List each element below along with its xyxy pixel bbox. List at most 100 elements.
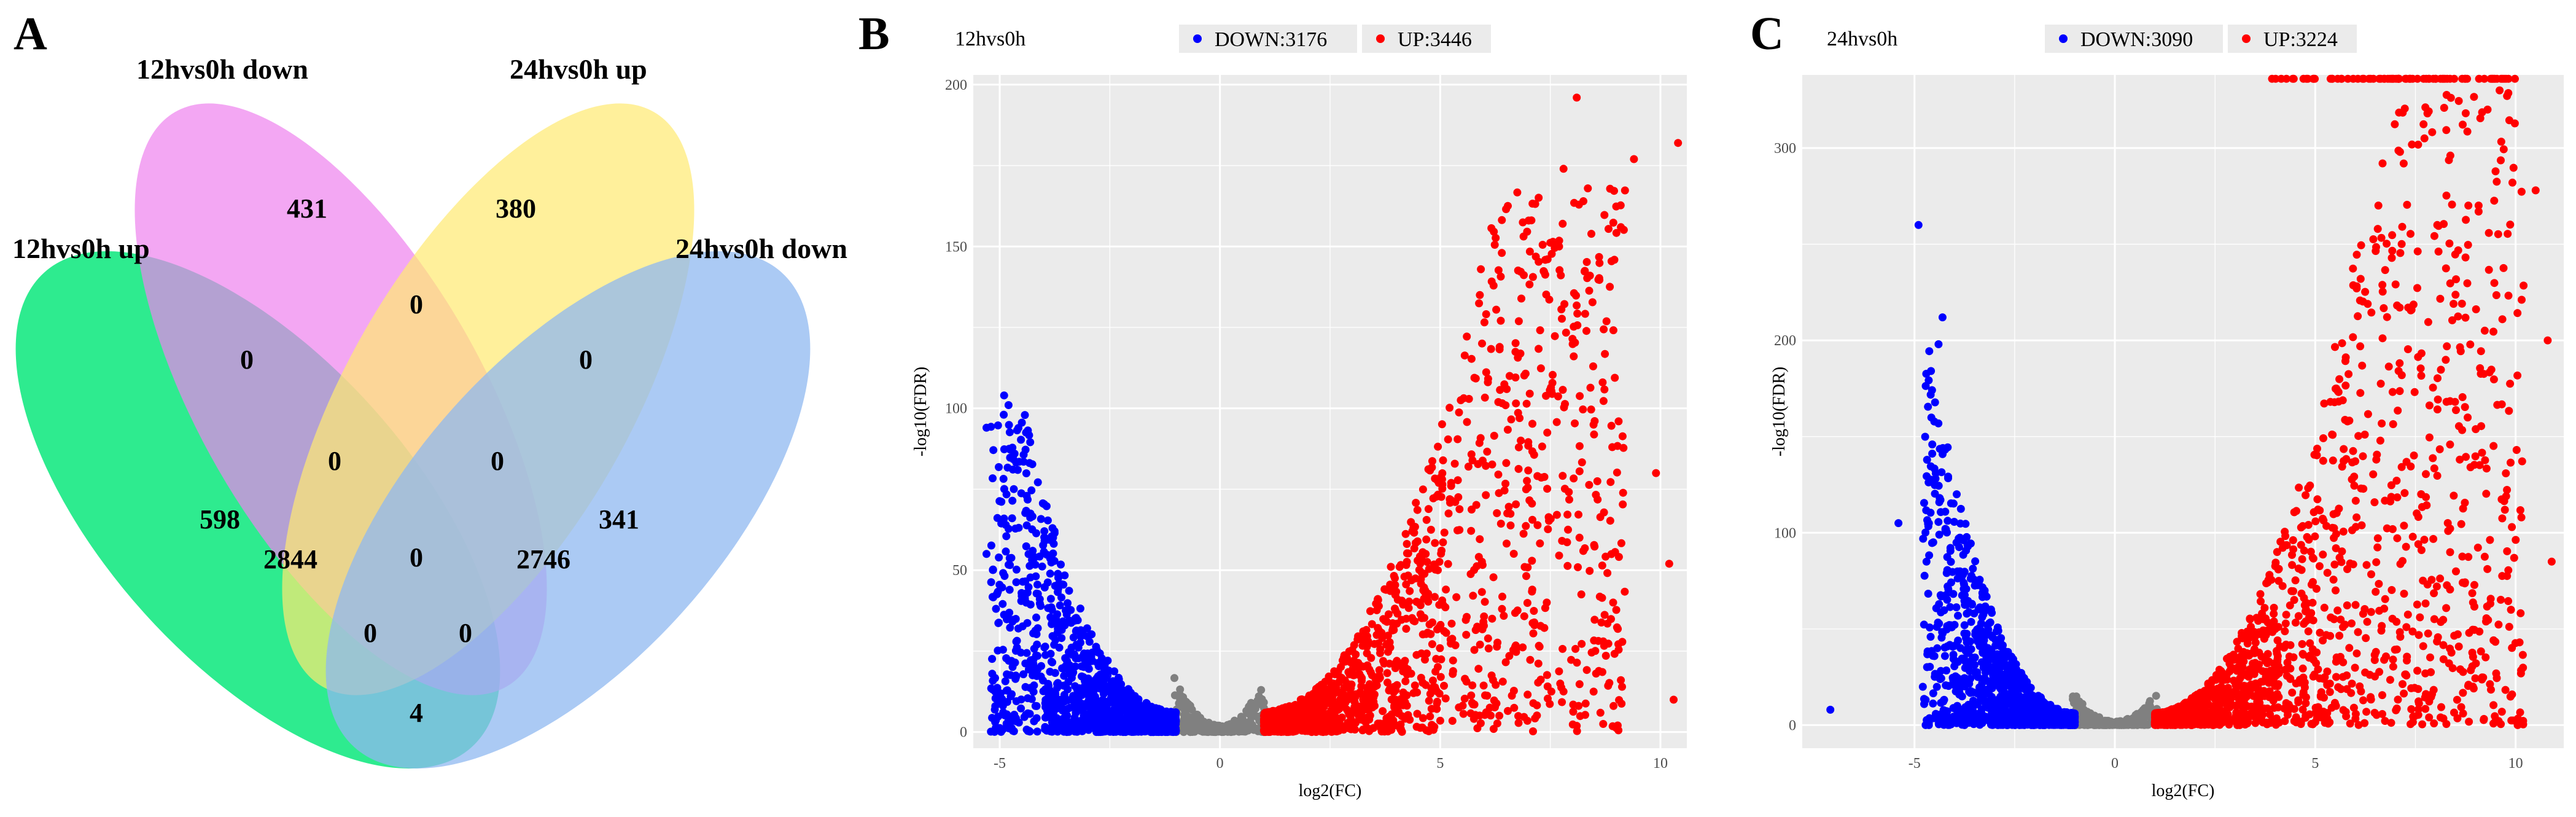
down-point: [1011, 615, 1020, 623]
up-point: [1436, 716, 1444, 725]
up-point: [1480, 612, 1488, 620]
up-point: [1476, 719, 1485, 727]
down-point: [1000, 391, 1008, 400]
up-point: [1601, 350, 1609, 358]
up-point: [2369, 235, 2378, 243]
up-point: [1383, 727, 1392, 736]
up-point: [2436, 574, 2445, 583]
up-point: [1523, 477, 1531, 485]
up-point: [1481, 598, 1489, 606]
down-point: [2037, 711, 2045, 720]
down-point: [1954, 636, 1963, 645]
down-point: [1037, 515, 1045, 523]
up-point: [1374, 596, 1382, 604]
up-point: [1468, 506, 1476, 514]
down-point: [2044, 710, 2053, 718]
down-point: [1151, 725, 1159, 733]
down-point: [1053, 727, 1062, 736]
down-point: [1987, 697, 1996, 705]
up-point: [1470, 646, 1479, 654]
down-point: [1005, 428, 1014, 437]
up-point: [1380, 585, 1389, 593]
up-point: [1593, 477, 1601, 485]
down-point: [1005, 585, 1014, 594]
down-point: [1008, 724, 1016, 733]
down-point: [1115, 673, 1123, 682]
up-point: [1400, 573, 1409, 581]
up-point: [1595, 274, 1603, 283]
down-point: [1977, 639, 1986, 648]
up-point: [2408, 533, 2417, 541]
down-point: [1011, 646, 1020, 655]
up-point: [1600, 611, 1609, 619]
up-point: [1610, 187, 1618, 195]
down-point: [1936, 591, 1945, 600]
down-point: [1969, 565, 1977, 573]
plot-title-12h: 12hvs0h: [955, 28, 1025, 50]
up-point: [1611, 548, 1619, 557]
up-point: [1421, 655, 1429, 664]
legend-up-dot-24h: [2242, 34, 2251, 43]
up-point: [1399, 600, 1407, 609]
up-point: [1610, 256, 1619, 264]
up-point: [1457, 396, 1465, 404]
down-point: [1005, 421, 1013, 429]
down-point: [1952, 603, 1961, 612]
up-point: [1543, 485, 1552, 493]
down-point: [1002, 532, 1011, 541]
up-point: [1542, 391, 1551, 400]
down-point: [2060, 720, 2068, 729]
down-point: [1977, 619, 1985, 628]
up-point: [1609, 219, 1617, 227]
down-point: [1021, 509, 1030, 517]
up-point: [1269, 707, 1277, 716]
down-point: [991, 717, 1000, 726]
up-point: [2309, 578, 2317, 586]
down-point: [1057, 703, 1066, 712]
up-point: [2497, 708, 2506, 716]
up-point: [1383, 678, 1391, 687]
down-point: [1025, 561, 1034, 570]
up-point: [2417, 372, 2426, 380]
up-point: [1621, 186, 1629, 195]
up-point: [1444, 560, 1452, 568]
up-point: [1300, 697, 1309, 705]
down-point: [1028, 460, 1037, 469]
ns-point: [1226, 727, 1234, 736]
up-point: [1595, 252, 1603, 261]
ns-point: [1255, 692, 1263, 700]
down-point: [1119, 686, 1128, 695]
up-point: [1451, 641, 1460, 649]
up-point: [1367, 654, 1376, 662]
down-point: [999, 475, 1008, 483]
up-point: [2435, 445, 2444, 453]
up-point: [1552, 510, 1561, 519]
up-point: [1522, 399, 1531, 408]
up-point: [1449, 656, 1457, 665]
up-point: [1481, 691, 1489, 700]
up-point: [1374, 722, 1383, 730]
x-tick-label: -5: [994, 756, 1006, 772]
down-point: [1022, 521, 1031, 530]
ns-point: [1181, 725, 1190, 733]
up-point: [1579, 547, 1587, 555]
down-point: [1957, 717, 1966, 725]
up-point: [1614, 417, 1623, 426]
venn-count-up12-down12-up24: 0: [328, 446, 341, 476]
down-point: [1018, 592, 1026, 600]
down-point: [2067, 712, 2076, 721]
down-point: [1939, 696, 1948, 705]
up-point: [1585, 480, 1593, 489]
up-point: [1517, 267, 1525, 276]
down-point: [1049, 549, 1057, 558]
up-point: [1619, 500, 1627, 509]
up-point: [1411, 681, 1419, 690]
down-point: [1032, 529, 1040, 538]
up-point: [1352, 709, 1360, 717]
up-point: [1543, 428, 1552, 437]
down-point: [1030, 553, 1039, 561]
up-point: [2370, 498, 2379, 507]
up-point: [1387, 695, 1396, 704]
up-point: [1585, 286, 1593, 295]
up-point: [1262, 724, 1270, 732]
